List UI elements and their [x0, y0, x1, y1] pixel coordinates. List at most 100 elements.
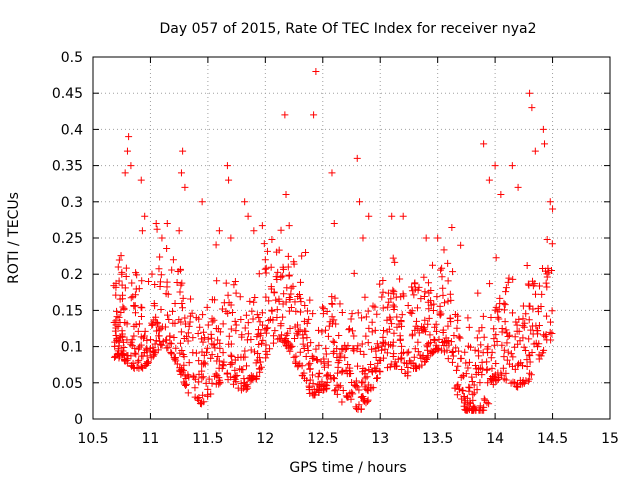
- data-point-marker: [399, 212, 407, 220]
- data-point-marker: [389, 254, 397, 262]
- data-point-marker: [454, 316, 462, 324]
- data-point-marker: [516, 337, 524, 345]
- data-point-marker: [435, 335, 443, 343]
- data-point-marker: [538, 290, 546, 298]
- data-point-marker: [433, 344, 441, 352]
- data-point-marker: [379, 333, 387, 341]
- data-point-marker: [257, 339, 265, 347]
- data-point-marker: [153, 225, 161, 233]
- data-point-marker: [508, 162, 516, 170]
- data-point-marker: [268, 235, 276, 243]
- data-point-marker: [478, 358, 486, 366]
- data-point-marker: [508, 362, 516, 370]
- data-point-marker: [416, 351, 424, 359]
- data-point-marker: [364, 307, 372, 315]
- y-tick-label: 0.4: [61, 122, 83, 138]
- data-point-marker: [543, 336, 551, 344]
- data-point-marker: [286, 325, 294, 333]
- data-point-marker: [515, 360, 523, 368]
- data-point-marker: [372, 367, 380, 375]
- data-point-marker: [429, 307, 437, 315]
- data-point-marker: [527, 371, 535, 379]
- data-point-marker: [258, 222, 266, 230]
- data-point-marker: [497, 191, 505, 199]
- data-point-marker: [426, 331, 434, 339]
- data-point-marker: [199, 391, 207, 399]
- data-point-marker: [138, 304, 146, 312]
- x-tick-label: 12: [256, 431, 274, 447]
- data-point-marker: [199, 338, 207, 346]
- data-point-marker: [389, 338, 397, 346]
- data-point-marker: [548, 329, 556, 337]
- data-point-marker: [280, 265, 288, 273]
- data-point-marker: [186, 312, 194, 320]
- data-point-marker: [272, 296, 280, 304]
- data-point-marker: [379, 304, 387, 312]
- data-point-marker: [337, 352, 345, 360]
- data-point-marker: [389, 301, 397, 309]
- data-point-marker: [132, 350, 140, 358]
- data-point-marker: [365, 324, 373, 332]
- data-point-marker: [118, 295, 126, 303]
- data-point-marker: [215, 380, 223, 388]
- data-point-marker: [303, 334, 311, 342]
- data-point-marker: [487, 354, 495, 362]
- data-point-marker: [117, 308, 125, 316]
- data-point-marker: [191, 384, 199, 392]
- data-point-marker: [372, 354, 380, 362]
- data-point-marker: [414, 286, 422, 294]
- data-point-marker: [225, 340, 233, 348]
- data-point-marker: [507, 350, 515, 358]
- data-point-marker: [453, 391, 461, 399]
- data-point-marker: [214, 353, 222, 361]
- data-point-marker: [537, 352, 545, 360]
- data-point-marker: [388, 212, 396, 220]
- data-point-marker: [305, 315, 313, 323]
- data-point-marker: [436, 302, 444, 310]
- data-point-marker: [290, 258, 298, 266]
- data-point-marker: [389, 286, 397, 294]
- data-point-marker: [197, 335, 205, 343]
- data-point-marker: [473, 386, 481, 394]
- data-point-marker: [376, 368, 384, 376]
- data-point-marker: [242, 385, 250, 393]
- data-point-marker: [410, 353, 418, 361]
- data-point-marker: [515, 315, 523, 323]
- data-point-marker: [543, 283, 551, 291]
- x-tick-label: 13: [371, 431, 389, 447]
- data-point-marker: [361, 293, 369, 301]
- data-point-marker: [328, 313, 336, 321]
- data-point-marker: [480, 395, 488, 403]
- data-point-marker: [282, 191, 290, 199]
- data-point-marker: [244, 319, 252, 327]
- data-point-marker: [252, 375, 260, 383]
- data-point-marker: [312, 345, 320, 353]
- data-point-marker: [237, 316, 245, 324]
- data-point-marker: [331, 294, 339, 302]
- data-point-marker: [424, 320, 432, 328]
- data-point-marker: [309, 354, 317, 362]
- data-point-marker: [328, 293, 336, 301]
- data-point-marker: [292, 307, 300, 315]
- data-point-marker: [297, 298, 305, 306]
- data-point-marker: [541, 140, 549, 148]
- data-point-marker: [211, 372, 219, 380]
- data-point-marker: [376, 280, 384, 288]
- data-point-marker: [408, 283, 416, 291]
- data-point-marker: [155, 265, 163, 273]
- data-point-marker: [415, 329, 423, 337]
- data-point-marker: [179, 304, 187, 312]
- data-point-marker: [128, 279, 136, 287]
- data-point-marker: [457, 241, 465, 249]
- data-point-marker: [212, 241, 220, 249]
- data-point-marker: [275, 297, 283, 305]
- x-tick-label: 11: [142, 431, 160, 447]
- data-point-marker: [444, 355, 452, 363]
- data-point-marker: [236, 293, 244, 301]
- data-point-marker: [504, 278, 512, 286]
- data-point-marker: [231, 317, 239, 325]
- data-point-marker: [149, 344, 157, 352]
- data-point-marker: [291, 334, 299, 342]
- data-point-marker: [368, 328, 376, 336]
- data-point-marker: [299, 372, 307, 380]
